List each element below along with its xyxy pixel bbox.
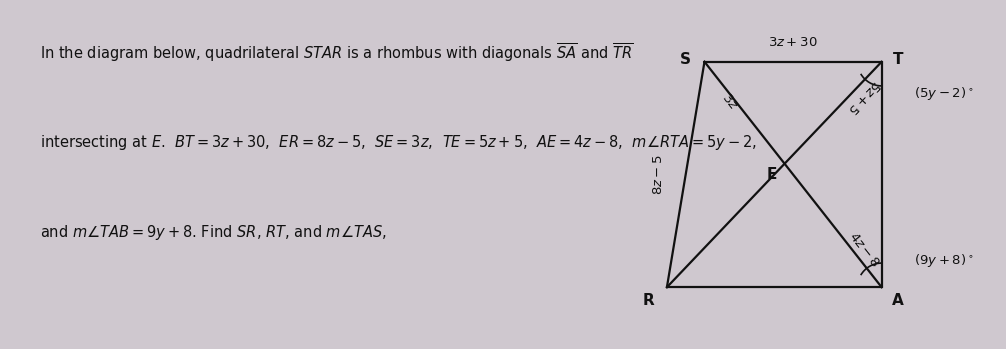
Text: $(9y+8)^\circ$: $(9y+8)^\circ$ — [913, 252, 974, 269]
Text: intersecting at $E$. $\ BT=3z+30$, $\ ER=8z-5$, $\ SE=3z$, $\ TE=5z+5$, $\ AE=4z: intersecting at $E$. $\ BT=3z+30$, $\ ER… — [40, 133, 758, 151]
Text: $3z + 30$: $3z + 30$ — [769, 36, 818, 50]
Text: $3z$: $3z$ — [719, 91, 740, 113]
Text: R: R — [642, 293, 654, 308]
Text: S: S — [680, 52, 691, 67]
Text: In the diagram below, quadrilateral $\mathit{STAR}$ is a rhombus with diagonals : In the diagram below, quadrilateral $\ma… — [40, 42, 634, 65]
Text: $4z - 8$: $4z - 8$ — [846, 230, 882, 270]
Text: E: E — [767, 167, 777, 182]
Text: $5z + 5$: $5z + 5$ — [845, 77, 883, 116]
Text: A: A — [892, 293, 903, 308]
Text: $8z - 5$: $8z - 5$ — [652, 154, 665, 195]
Text: $(5y-2)^\circ$: $(5y-2)^\circ$ — [913, 86, 974, 103]
Text: T: T — [892, 52, 903, 67]
Text: and $m\angle TAB=9y+8$. Find $SR$, $RT$, and $m\angle TAS$,: and $m\angle TAB=9y+8$. Find $SR$, $RT$,… — [40, 223, 387, 242]
